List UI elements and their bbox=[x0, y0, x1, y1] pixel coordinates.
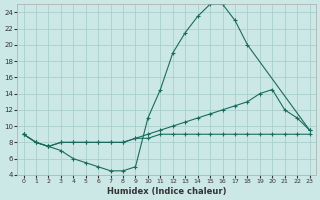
X-axis label: Humidex (Indice chaleur): Humidex (Indice chaleur) bbox=[107, 187, 226, 196]
